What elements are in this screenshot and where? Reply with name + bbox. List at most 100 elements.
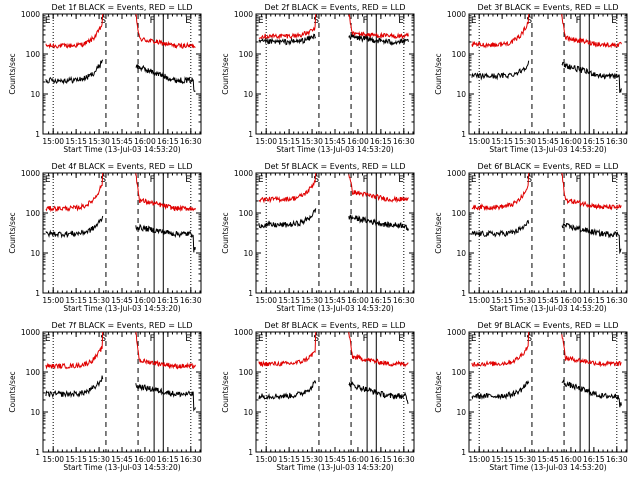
x-tick-label: 15:30 [88,296,110,305]
marker-label-e: E [45,16,51,26]
events-series-line [258,380,409,405]
x-tick-label: 16:15 [583,296,605,305]
x-tick-label: 15:00 [42,296,64,305]
y-tick-label: 10 [456,90,466,99]
x-axis-label: Start Time (13-Jul-03 14:53:20) [489,463,606,472]
events-series-line [258,208,409,231]
y-tick-label: 10 [30,408,40,417]
x-tick-label: 16:15 [157,296,179,305]
panel-title: Det 6f BLACK = Events, RED = LLD [477,162,618,171]
x-tick-label: 15:15 [491,296,513,305]
y-tick-label: 1000 [234,328,253,337]
panel-det-5f: Det 5f BLACK = Events, RED = LLD 1 10 100 10… [221,162,415,313]
marker-label-e: E [185,334,191,344]
x-tick-label: 15:00 [468,296,490,305]
x-tick-label: 15:45 [111,296,133,305]
events-series-line [45,375,196,412]
x-tick-label: 15:00 [255,455,277,464]
x-tick-label: 16:15 [583,137,605,146]
panel-title: Det 8f BLACK = Events, RED = LLD [264,321,405,330]
x-tick-label: 15:30 [301,137,323,146]
x-tick-label: 16:00 [134,455,156,464]
x-axis-label: Start Time (13-Jul-03 14:53:20) [276,463,393,472]
y-axis-label: Counts/sec [8,212,17,253]
x-axis-label: Start Time (13-Jul-03 14:53:20) [276,145,393,154]
lld-series-line [258,172,409,204]
y-tick-label: 1000 [234,10,253,19]
x-tick-label: 16:30 [393,455,415,464]
y-tick-label: 100 [26,50,41,59]
lld-series-line [45,172,196,213]
y-tick-label: 1000 [447,328,466,337]
marker-label-s: S [526,16,532,26]
plot-frame [255,172,415,294]
x-tick-label: 16:30 [606,455,628,464]
lld-series-line [45,331,196,370]
x-tick-label: 15:15 [65,137,87,146]
x-tick-label: 15:00 [42,137,64,146]
events-series-line [258,33,409,46]
y-tick-label: 10 [243,408,253,417]
events-series-line [45,59,196,93]
y-tick-label: 1000 [234,169,253,178]
lld-series-line [258,13,409,41]
x-tick-label: 16:15 [157,455,179,464]
x-tick-label: 16:00 [347,137,369,146]
y-axis-label: Counts/sec [221,53,230,94]
x-tick-label: 15:30 [88,137,110,146]
y-tick-label: 1000 [447,10,466,19]
x-tick-label: 15:00 [255,137,277,146]
events-series-line [471,379,622,408]
marker-label-s: S [526,175,532,185]
x-axis-label: Start Time (13-Jul-03 14:53:20) [489,304,606,313]
y-axis-label: Counts/sec [434,53,443,94]
events-series-line [471,219,622,255]
y-tick-label: 10 [456,408,466,417]
x-tick-label: 15:45 [111,137,133,146]
y-tick-label: 100 [26,209,41,218]
y-axis-label: Counts/sec [434,371,443,412]
x-tick-label: 15:15 [491,455,513,464]
x-tick-label: 15:45 [324,137,346,146]
marker-label-s: S [313,175,319,185]
x-axis-label: Start Time (13-Jul-03 14:53:20) [63,145,180,154]
x-tick-label: 15:30 [301,296,323,305]
x-tick-label: 16:00 [560,455,582,464]
marker-label-f: F [363,175,368,185]
lld-series-line [471,172,622,211]
y-tick-label: 100 [452,368,467,377]
x-tick-label: 16:30 [606,296,628,305]
y-tick-label: 1 [461,130,466,139]
panel-det-1f: Det 1f BLACK = Events, RED = LLD 1 10 100 10… [8,3,202,154]
panel-title: Det 7f BLACK = Events, RED = LLD [51,321,192,330]
y-tick-label: 1000 [447,169,466,178]
x-tick-label: 15:15 [278,296,300,305]
x-tick-label: 15:15 [491,137,513,146]
y-tick-label: 100 [452,209,467,218]
x-tick-label: 16:15 [370,137,392,146]
y-tick-label: 1000 [21,328,40,337]
panel-det-4f: Det 4f BLACK = Events, RED = LLD 1 10 100 10… [8,162,202,313]
y-tick-label: 100 [452,50,467,59]
marker-label-e: E [398,334,404,344]
marker-label-e: E [611,16,617,26]
marker-label-f: F [576,16,581,26]
y-tick-label: 1 [461,289,466,298]
y-tick-label: 1 [248,130,253,139]
x-tick-label: 15:30 [301,455,323,464]
x-tick-label: 15:45 [324,455,346,464]
panel-det-8f: Det 8f BLACK = Events, RED = LLD 1 10 100 10… [221,321,415,472]
x-tick-label: 16:30 [180,137,202,146]
y-axis-label: Counts/sec [221,371,230,412]
y-tick-label: 1 [35,130,40,139]
x-axis-label: Start Time (13-Jul-03 14:53:20) [63,463,180,472]
marker-label-e: E [471,175,477,185]
marker-label-e: E [398,175,404,185]
x-axis-label: Start Time (13-Jul-03 14:53:20) [63,304,180,313]
x-axis-label: Start Time (13-Jul-03 14:53:20) [489,145,606,154]
x-tick-label: 15:15 [278,455,300,464]
x-tick-label: 15:15 [65,455,87,464]
marker-label-f: F [150,16,155,26]
x-tick-label: 16:30 [180,296,202,305]
marker-label-e: E [611,334,617,344]
